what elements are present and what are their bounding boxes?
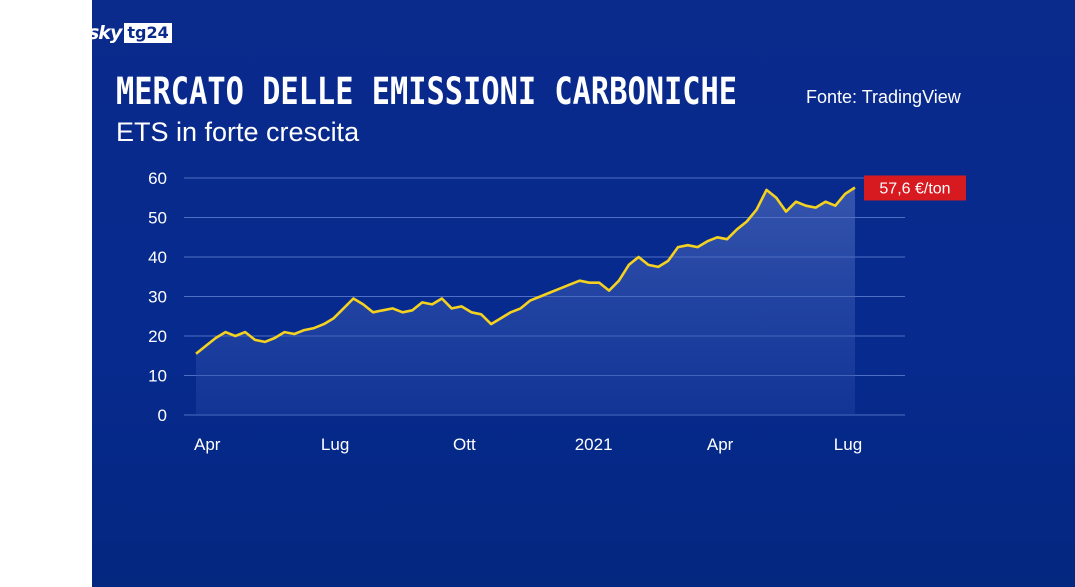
x-tick-label: Lug — [834, 435, 862, 454]
left-margin — [0, 0, 92, 587]
x-tick-label: Ott — [453, 435, 476, 454]
x-tick-label: 2021 — [575, 435, 613, 454]
y-tick-label: 60 — [148, 169, 167, 188]
last-value-label: 57,6 €/ton — [879, 180, 950, 197]
logo-sky-text: sky — [88, 22, 122, 44]
x-tick-label: Apr — [707, 435, 734, 454]
y-tick-label: 20 — [148, 327, 167, 346]
page-title: MERCATO DELLE EMISSIONI CARBONICHE — [116, 70, 738, 113]
x-axis: Apr Lug Ott 2021 Apr Lug — [194, 435, 862, 454]
sky-tg24-logo: sky tg24 — [88, 22, 172, 44]
y-tick-label: 30 — [148, 288, 167, 307]
logo-tg24-text: tg24 — [124, 23, 172, 43]
y-tick-label: 10 — [148, 367, 167, 386]
last-value-badge: 57,6 €/ton — [864, 175, 966, 201]
source-label: Fonte: TradingView — [806, 87, 961, 107]
page-subtitle: ETS in forte crescita — [116, 117, 360, 147]
badge-box — [864, 175, 966, 201]
price-line — [195, 186, 856, 355]
area-fill — [196, 187, 855, 415]
y-tick-label: 0 — [158, 406, 167, 425]
x-tick-label: Lug — [321, 435, 349, 454]
y-tick-label: 40 — [148, 248, 167, 267]
y-tick-label: 50 — [148, 209, 167, 228]
y-axis: 0 10 20 30 40 50 60 — [148, 169, 167, 425]
x-tick-label: Apr — [194, 435, 221, 454]
